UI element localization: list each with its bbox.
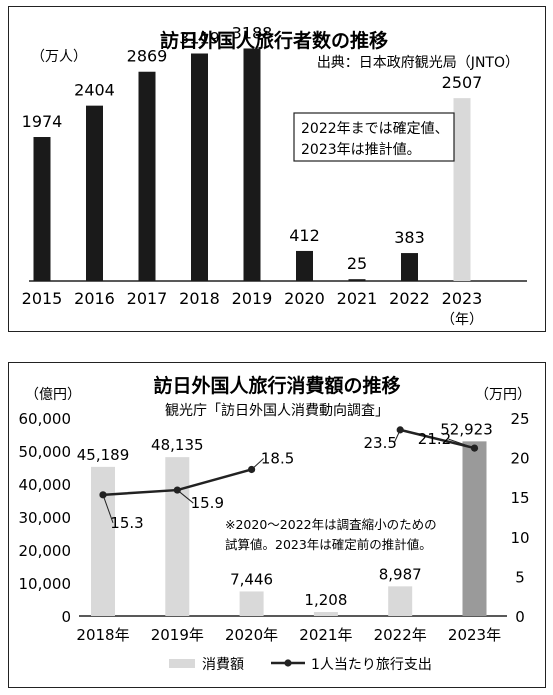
legend-line-marker <box>284 659 292 667</box>
spending-label-2021年: 1,208 <box>304 591 347 609</box>
tick-label-2015: 2015 <box>22 289 63 308</box>
per-capita-line-segment-2 <box>399 428 475 450</box>
per-capita-point-2022年 <box>396 426 404 434</box>
left-tick-60,000: 60,000 <box>19 410 72 428</box>
value-label-2023: 2507 <box>442 73 483 92</box>
right-tick-0: 0 <box>515 608 525 626</box>
per-capita-label-2023年: 21.2 <box>418 430 451 448</box>
per-capita-label-2019年: 15.9 <box>191 494 224 512</box>
bar-2015 <box>33 137 51 281</box>
tick-label-2019年: 2019年 <box>151 626 204 644</box>
per-capita-label-2020年: 18.5 <box>261 449 294 467</box>
bar-2018 <box>191 53 208 281</box>
tick-label-2021: 2021 <box>337 289 378 308</box>
spending-label-2023年: 52,923 <box>440 420 493 438</box>
bar-2023 <box>453 98 471 281</box>
left-axis-unit: （億円） <box>25 387 81 403</box>
legend-bar-label: 消費額 <box>202 657 244 673</box>
tick-label-2018: 2018 <box>179 289 220 308</box>
per-capita-leader-2019年 <box>176 489 194 504</box>
tick-label-2017: 2017 <box>127 289 168 308</box>
tick-label-2019: 2019 <box>232 289 273 308</box>
per-capita-leader-2020年 <box>251 458 264 470</box>
y-unit-label: （万人） <box>31 49 87 65</box>
x-unit-label: （年） <box>441 312 483 328</box>
note-box <box>293 112 455 162</box>
legend-line-label: 1人当たり旅行支出 <box>311 657 432 673</box>
right-tick-20: 20 <box>510 450 529 468</box>
source-text: 出典：日本政府観光局（JNTO） <box>317 54 519 71</box>
bar-2020 <box>296 250 313 281</box>
tick-label-2022: 2022 <box>389 289 430 308</box>
spending-label-2018年: 45,189 <box>77 446 130 464</box>
spending-bar-2018年 <box>91 466 115 616</box>
tick-label-2021年: 2021年 <box>299 626 352 644</box>
bar-2022 <box>401 253 418 281</box>
visitor-count-chart: 訪日外国人旅行者数の推移 （万人） 出典：日本政府観光局（JNTO） 1974 2015… <box>22 23 527 328</box>
spending-bar-2019年 <box>165 457 190 616</box>
note-line-1: 2022年までは確定値、 <box>301 121 449 137</box>
right-tick-10: 10 <box>510 529 529 547</box>
value-label-2016: 2404 <box>74 81 115 100</box>
left-tick-10,000: 10,000 <box>19 575 72 593</box>
right-tick-15: 15 <box>510 489 529 507</box>
bar-2021 <box>348 279 366 281</box>
per-capita-leader-2023年 <box>448 438 475 449</box>
bar-2016 <box>86 105 103 281</box>
per-capita-label-2018年: 15.3 <box>110 514 143 532</box>
spending-label-2022年: 8,987 <box>379 565 422 583</box>
tick-label-2020: 2020 <box>284 289 325 308</box>
spending-label-2019年: 48,135 <box>151 436 204 454</box>
chart-subtitle: 観光庁「訪日外国人消費動向調査」 <box>165 402 389 419</box>
value-label-2021: 25 <box>347 254 367 273</box>
right-axis-unit: （万円） <box>475 387 531 403</box>
per-capita-leader-2022年 <box>393 429 401 444</box>
value-label-2019: 3188 <box>232 23 273 42</box>
per-capita-label-2022年: 23.5 <box>363 434 396 452</box>
bar-2019 <box>243 48 261 281</box>
spending-label-2020年: 7,446 <box>230 570 273 588</box>
left-tick-40,000: 40,000 <box>19 476 72 494</box>
value-label-2017: 2869 <box>127 47 168 66</box>
travel-spending-chart-panel: 訪日外国人旅行消費額の推移観光庁「訪日外国人消費動向調査」 （億円） （万円） 0 10… <box>8 362 546 688</box>
left-tick-20,000: 20,000 <box>19 542 72 560</box>
tick-label-2020年: 2020年 <box>225 626 278 644</box>
spending-bar-2023年 <box>462 441 487 616</box>
value-label-2018: 3119 <box>179 28 220 47</box>
per-capita-leader-2018年 <box>102 494 114 523</box>
tick-label-2022年: 2022年 <box>374 626 427 644</box>
left-tick-30,000: 30,000 <box>19 509 72 527</box>
spending-bar-2022年 <box>388 586 413 616</box>
tick-label-2023: 2023 <box>442 289 483 308</box>
note-line-2: 試算値。2023年は確定前の推計値。 <box>225 537 432 552</box>
tick-label-2016: 2016 <box>74 289 115 308</box>
chart-title: 訪日外国人旅行消費額の推移 <box>153 374 400 397</box>
visitor-count-chart-panel: 訪日外国人旅行者数の推移 （万人） 出典：日本政府観光局（JNTO） 1974 2015… <box>8 6 546 332</box>
chart-title: 訪日外国人旅行者数の推移 <box>160 29 388 52</box>
note-line-2: 2023年は推計値。 <box>301 142 421 158</box>
value-label-2022: 383 <box>394 228 425 247</box>
tick-label-2023年: 2023年 <box>448 626 501 644</box>
spending-bar-2021年 <box>313 612 338 616</box>
bar-2017 <box>138 71 156 281</box>
right-tick-25: 25 <box>510 410 529 428</box>
value-label-2015: 1974 <box>22 112 63 131</box>
left-tick-0: 0 <box>61 608 71 626</box>
left-tick-50,000: 50,000 <box>19 443 72 461</box>
per-capita-point-2023年 <box>470 444 479 452</box>
legend-bar-swatch <box>169 659 195 668</box>
note-line-1: ※2020～2022年は調査縮小のための <box>225 517 437 532</box>
spending-bar-2020年 <box>239 591 264 616</box>
value-label-2020: 412 <box>289 226 320 245</box>
tick-label-2018年: 2018年 <box>76 626 129 644</box>
right-tick-5: 5 <box>515 568 525 586</box>
